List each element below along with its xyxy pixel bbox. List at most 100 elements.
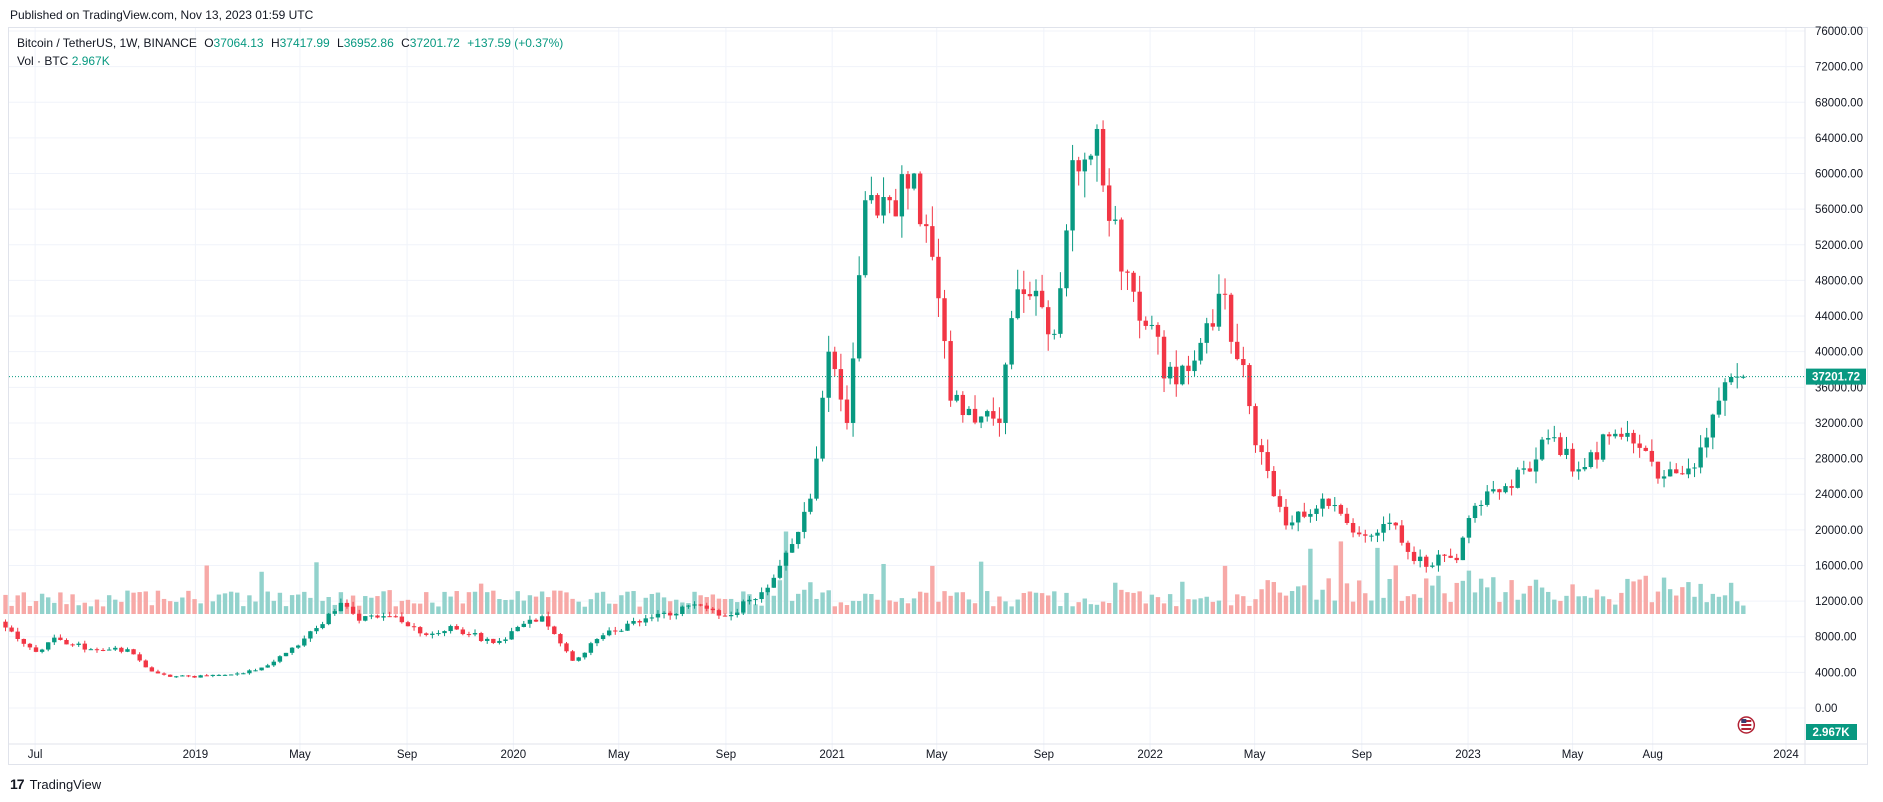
- volume-bar: [1655, 591, 1661, 614]
- volume-bar: [1192, 599, 1197, 614]
- volume-bar: [1015, 599, 1020, 614]
- volume-bar: [100, 606, 106, 614]
- volume-bar: [1155, 597, 1161, 614]
- candle-body: [942, 298, 947, 342]
- volume-bar: [1009, 606, 1014, 614]
- candle-body: [308, 631, 313, 639]
- volume-bar: [1424, 578, 1429, 614]
- candle-body: [1588, 452, 1594, 468]
- candle-body: [94, 649, 100, 651]
- volume-bar: [106, 595, 112, 614]
- volume-bar: [905, 603, 911, 614]
- candle-body: [802, 511, 807, 532]
- candle-body: [1094, 128, 1100, 156]
- candle-body: [1326, 498, 1331, 506]
- volume-bar: [789, 600, 795, 614]
- volume-bar: [1667, 589, 1673, 614]
- candle-body: [1466, 518, 1472, 538]
- candle-body: [442, 631, 447, 634]
- volume-bar: [546, 597, 551, 614]
- candle-body: [741, 601, 746, 613]
- candle-body: [728, 614, 734, 617]
- legend-volume-label[interactable]: Vol · BTC: [17, 54, 69, 68]
- volume-bar: [1442, 593, 1447, 614]
- volume-bar: [887, 600, 892, 614]
- candle-body: [1460, 537, 1466, 561]
- legend-low-value: 36952.86: [343, 36, 394, 50]
- legend-high-label: H: [270, 36, 280, 50]
- volume-bar: [1698, 583, 1703, 614]
- candle-body: [533, 619, 539, 622]
- candle-body: [174, 676, 179, 678]
- candle-body: [594, 639, 600, 644]
- y-tick-label: 4000.00: [1815, 667, 1857, 679]
- volume-bar: [1113, 582, 1118, 614]
- candle-body: [1417, 556, 1423, 562]
- candle-body: [930, 226, 935, 257]
- candle-body: [954, 394, 959, 401]
- candle-body: [1643, 447, 1648, 451]
- y-tick-label: 12000.00: [1815, 596, 1863, 608]
- x-tick-label: May: [1562, 749, 1584, 761]
- volume-bar: [76, 605, 81, 614]
- volume-bar: [997, 596, 1002, 614]
- candle-body: [1454, 557, 1459, 561]
- candle-body: [600, 635, 606, 640]
- volume-bar: [1381, 597, 1386, 614]
- volume-bar: [1356, 580, 1362, 614]
- candle-body: [1655, 461, 1661, 479]
- volume-bar: [143, 591, 148, 614]
- volume-bar: [1302, 585, 1307, 614]
- candle-body: [826, 351, 831, 398]
- chart-frame[interactable]: [8, 27, 1868, 765]
- candle-body: [1356, 532, 1362, 535]
- candle-body: [1674, 469, 1679, 474]
- candle-body: [856, 275, 862, 359]
- volume-bar: [796, 593, 801, 614]
- candle-body: [399, 616, 405, 623]
- volume-bar: [375, 596, 380, 614]
- volume-bar: [46, 597, 51, 614]
- volume-bar: [856, 600, 862, 614]
- volume-bar: [1265, 580, 1270, 614]
- volume-bar: [253, 601, 258, 614]
- candle-body: [631, 621, 636, 624]
- candle-body: [911, 173, 917, 189]
- volume-bar: [448, 596, 453, 614]
- candle-body: [1283, 506, 1289, 526]
- candle-body: [1021, 289, 1027, 295]
- tradingview-logo[interactable]: 17 TradingView: [10, 776, 101, 792]
- candle-body: [344, 602, 350, 607]
- volume-bar: [58, 592, 63, 614]
- candle-body: [960, 394, 966, 416]
- candle-body: [1100, 128, 1106, 186]
- candle-body: [405, 622, 411, 627]
- volume-bar: [570, 598, 575, 614]
- volume-bar: [1289, 591, 1295, 614]
- candle-body: [1186, 365, 1191, 372]
- candle-body: [1289, 522, 1295, 526]
- candle-body: [1600, 434, 1606, 460]
- volume-bar: [9, 605, 14, 614]
- volume-bar: [1393, 565, 1398, 614]
- volume-bar: [1174, 606, 1179, 614]
- candle-body: [436, 633, 441, 635]
- candle-body: [369, 615, 374, 617]
- volume-bar: [844, 605, 850, 614]
- candle-body: [302, 638, 307, 646]
- y-tick-label: 48000.00: [1815, 275, 1863, 287]
- candle-body: [948, 341, 953, 401]
- legend-symbol[interactable]: Bitcoin / TetherUS, 1W, BINANCE: [17, 36, 197, 50]
- candle-body: [887, 197, 892, 201]
- candle-body: [552, 626, 557, 635]
- candle-body: [1174, 366, 1179, 385]
- volume-bar: [277, 592, 283, 614]
- volume-bar: [1527, 585, 1533, 614]
- volume-bar: [1131, 592, 1136, 614]
- x-tick-label: 2019: [183, 749, 209, 761]
- candle-body: [1722, 382, 1728, 401]
- y-tick-label: 8000.00: [1815, 632, 1857, 644]
- volume-bar: [1637, 579, 1642, 614]
- candle-body: [1271, 470, 1277, 497]
